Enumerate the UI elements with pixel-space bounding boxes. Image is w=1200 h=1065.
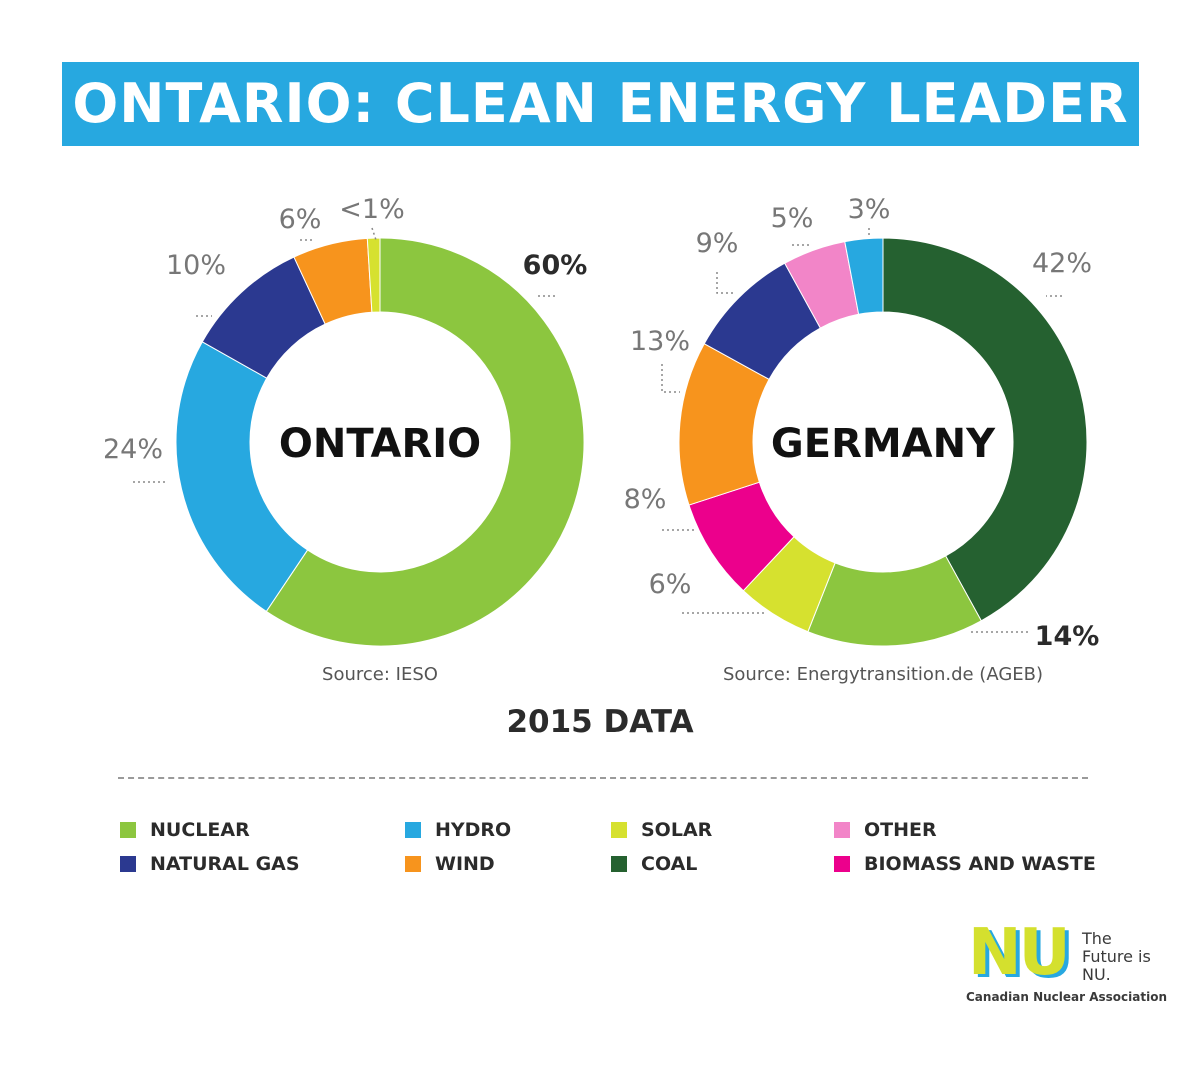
- legend-swatch-biomass-and-waste: [834, 856, 850, 872]
- ontario-slice-nuclear: [265, 237, 585, 647]
- year-label: 2015 DATA: [506, 704, 694, 740]
- cna-logo: NU The Future is NU. Canadian Nuclear As…: [966, 916, 1167, 1007]
- germany-data-label-natural-gas: 9%: [696, 228, 739, 259]
- legend-label: NATURAL GAS: [150, 853, 300, 875]
- legend-label: WIND: [435, 853, 495, 875]
- legend-item-natural-gas: NATURAL GAS: [120, 852, 300, 876]
- legend-swatch-solar: [611, 822, 627, 838]
- legend-item-wind: WIND: [405, 852, 495, 876]
- legend-label: BIOMASS AND WASTE: [864, 853, 1096, 875]
- germany-data-label-hydro: 3%: [848, 194, 891, 225]
- ontario-data-label-wind: 6%: [279, 204, 322, 235]
- germany-data-label-other: 5%: [771, 203, 814, 234]
- legend-swatch-coal: [611, 856, 627, 872]
- ontario-data-label-nuclear: 60%: [523, 250, 588, 281]
- legend-item-solar: SOLAR: [611, 818, 712, 842]
- germany-data-label-wind: 13%: [630, 326, 690, 357]
- ontario-slice-solar: [366, 237, 381, 313]
- title-banner: ONTARIO: CLEAN ENERGY LEADER: [62, 62, 1139, 146]
- nu-logo-mark: NU: [968, 916, 1071, 990]
- legend-label: COAL: [641, 853, 698, 875]
- germany-leader-wind: [661, 364, 680, 393]
- ontario-donut-hole: [251, 313, 509, 571]
- germany-slice-hydro: [844, 237, 884, 315]
- ontario-data-label-natural-gas: 10%: [166, 250, 226, 281]
- legend-item-other: OTHER: [834, 818, 937, 842]
- legend-item-nuclear: NUCLEAR: [120, 818, 250, 842]
- legend-label: OTHER: [864, 819, 937, 841]
- donut-charts: 60% 24% 10% 6% <1% ONTARIO 42% 14% 6% 8% 13% 9% 5% 3%…: [103, 194, 1100, 652]
- germany-donut-hole: [754, 313, 1012, 571]
- legend-swatch-nuclear: [120, 822, 136, 838]
- ontario-data-label-hydro: 24%: [103, 434, 163, 465]
- legend-item-coal: COAL: [611, 852, 697, 876]
- ontario-leader-solar: [371, 227, 377, 241]
- legend-label: NUCLEAR: [150, 819, 250, 841]
- logo-tagline: The Future is NU.: [1082, 929, 1151, 984]
- ontario-source: Source: IESO: [322, 664, 438, 685]
- germany-data-label-nuclear: 14%: [1035, 621, 1100, 652]
- ontario-center-label: ONTARIO: [279, 421, 481, 467]
- legend-label: SOLAR: [641, 819, 713, 841]
- germany-data-label-biomass-and-waste: 8%: [624, 484, 667, 515]
- germany-center-label: GERMANY: [771, 421, 996, 467]
- germany-leader-natural-gas: [716, 272, 735, 294]
- legend-swatch-natural-gas: [120, 856, 136, 872]
- ontario-slice-hydro: [175, 341, 309, 613]
- legend-item-biomass-and-waste: BIOMASS AND WASTE: [834, 852, 1096, 876]
- page-title: ONTARIO: CLEAN ENERGY LEADER: [72, 72, 1129, 135]
- dashed-divider: [118, 777, 1088, 779]
- germany-source: Source: Energytransition.de (AGEB): [722, 664, 1044, 685]
- germany-data-label-solar: 6%: [649, 569, 692, 600]
- logo-organization: Canadian Nuclear Association: [966, 990, 1167, 1004]
- ontario-data-label-solar: <1%: [339, 194, 404, 225]
- legend-label: HYDRO: [435, 819, 512, 841]
- germany-data-label-coal: 42%: [1032, 248, 1092, 279]
- germany-slice-coal: [882, 237, 1088, 622]
- legend-swatch-wind: [405, 856, 421, 872]
- legend-item-hydro: HYDRO: [405, 818, 511, 842]
- legend-swatch-hydro: [405, 822, 421, 838]
- legend-swatch-other: [834, 822, 850, 838]
